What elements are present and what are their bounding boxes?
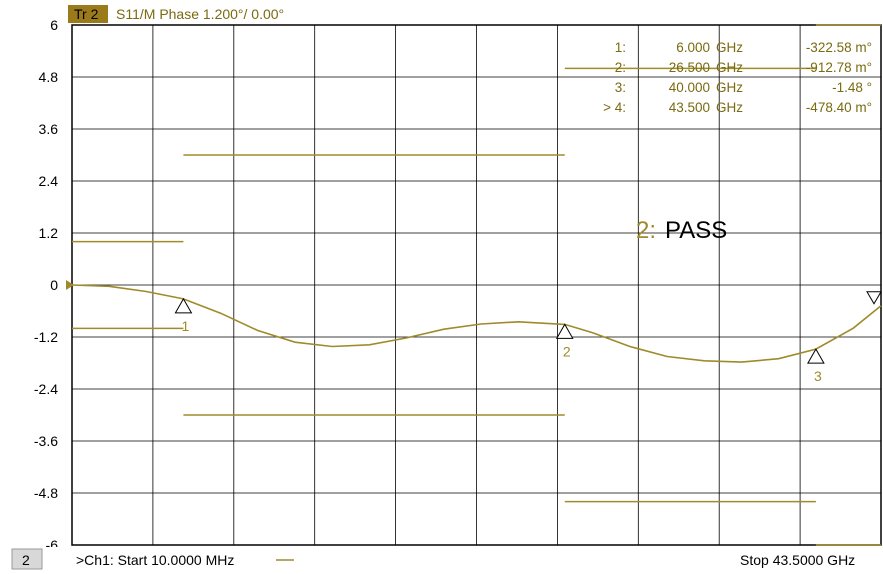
pass-prefix: 2: (636, 217, 656, 244)
marker-label: 3 (814, 368, 822, 384)
stop-frequency: Stop 43.5000 GHz (740, 552, 855, 568)
marker-triangle-icon (174, 297, 193, 314)
trace-badge-bg (68, 5, 108, 23)
marker-id: 3: (615, 80, 626, 95)
y-tick-label: 4.8 (39, 69, 59, 85)
y-tick-label: 3.6 (39, 121, 59, 137)
marker-frequency: 26.500 (669, 60, 710, 75)
marker-triangle-icon (555, 323, 574, 339)
markers: 1 2 3 (174, 291, 882, 384)
marker-id: 2: (615, 60, 626, 75)
marker-unit: GHz (716, 40, 743, 55)
trace-description: S11/M Phase 1.200°/ 0.00° (116, 6, 284, 22)
marker-frequency: 6.000 (676, 40, 710, 55)
marker-value: -322.58 m° (806, 40, 872, 55)
marker-label: 1 (182, 318, 190, 334)
y-tick-label: 0 (50, 277, 58, 293)
marker-unit: GHz (716, 100, 743, 115)
y-tick-label: 2.4 (39, 173, 59, 189)
marker-frequency: 40.000 (669, 80, 710, 95)
y-tick-label: -2.4 (34, 381, 58, 397)
y-axis-ticks: 64.83.62.41.20-1.2-2.4-3.6-4.8-6 (34, 17, 58, 553)
marker-id: 1: (615, 40, 626, 55)
channel-badge[interactable]: 2 (22, 552, 30, 568)
marker-triangle-icon (866, 291, 882, 305)
marker-frequency: 43.500 (669, 100, 710, 115)
marker-id: > 4: (603, 100, 626, 115)
y-tick-label: 6 (50, 17, 58, 33)
marker-unit: GHz (716, 80, 743, 95)
marker-unit: GHz (716, 60, 743, 75)
marker-label: 2 (563, 343, 571, 359)
start-frequency: >Ch1: Start 10.0000 MHz (76, 552, 234, 568)
marker-value: -478.40 m° (806, 100, 872, 115)
grid (72, 25, 881, 545)
marker-readout-table: 1: 6.000 GHz -322.58 m° 2: 26.500 GHz -912.78 m… (603, 40, 872, 115)
trace-line (71, 284, 882, 363)
marker-value: -912.78 m° (806, 60, 872, 75)
y-tick-label: -4.8 (34, 485, 58, 501)
y-tick-label: -3.6 (34, 433, 58, 449)
limit-lines (72, 24, 881, 546)
pass-label: PASS (665, 217, 727, 244)
trace-badge[interactable]: Tr 2 (74, 6, 99, 22)
channel-badge-bg (11, 548, 43, 570)
y-tick-label: -1.2 (34, 329, 58, 345)
reference-arrow-icon (66, 280, 74, 290)
y-tick-label: 1.2 (39, 225, 59, 241)
marker-value: -1.48 ° (832, 80, 872, 95)
marker-triangle-icon (807, 348, 825, 364)
